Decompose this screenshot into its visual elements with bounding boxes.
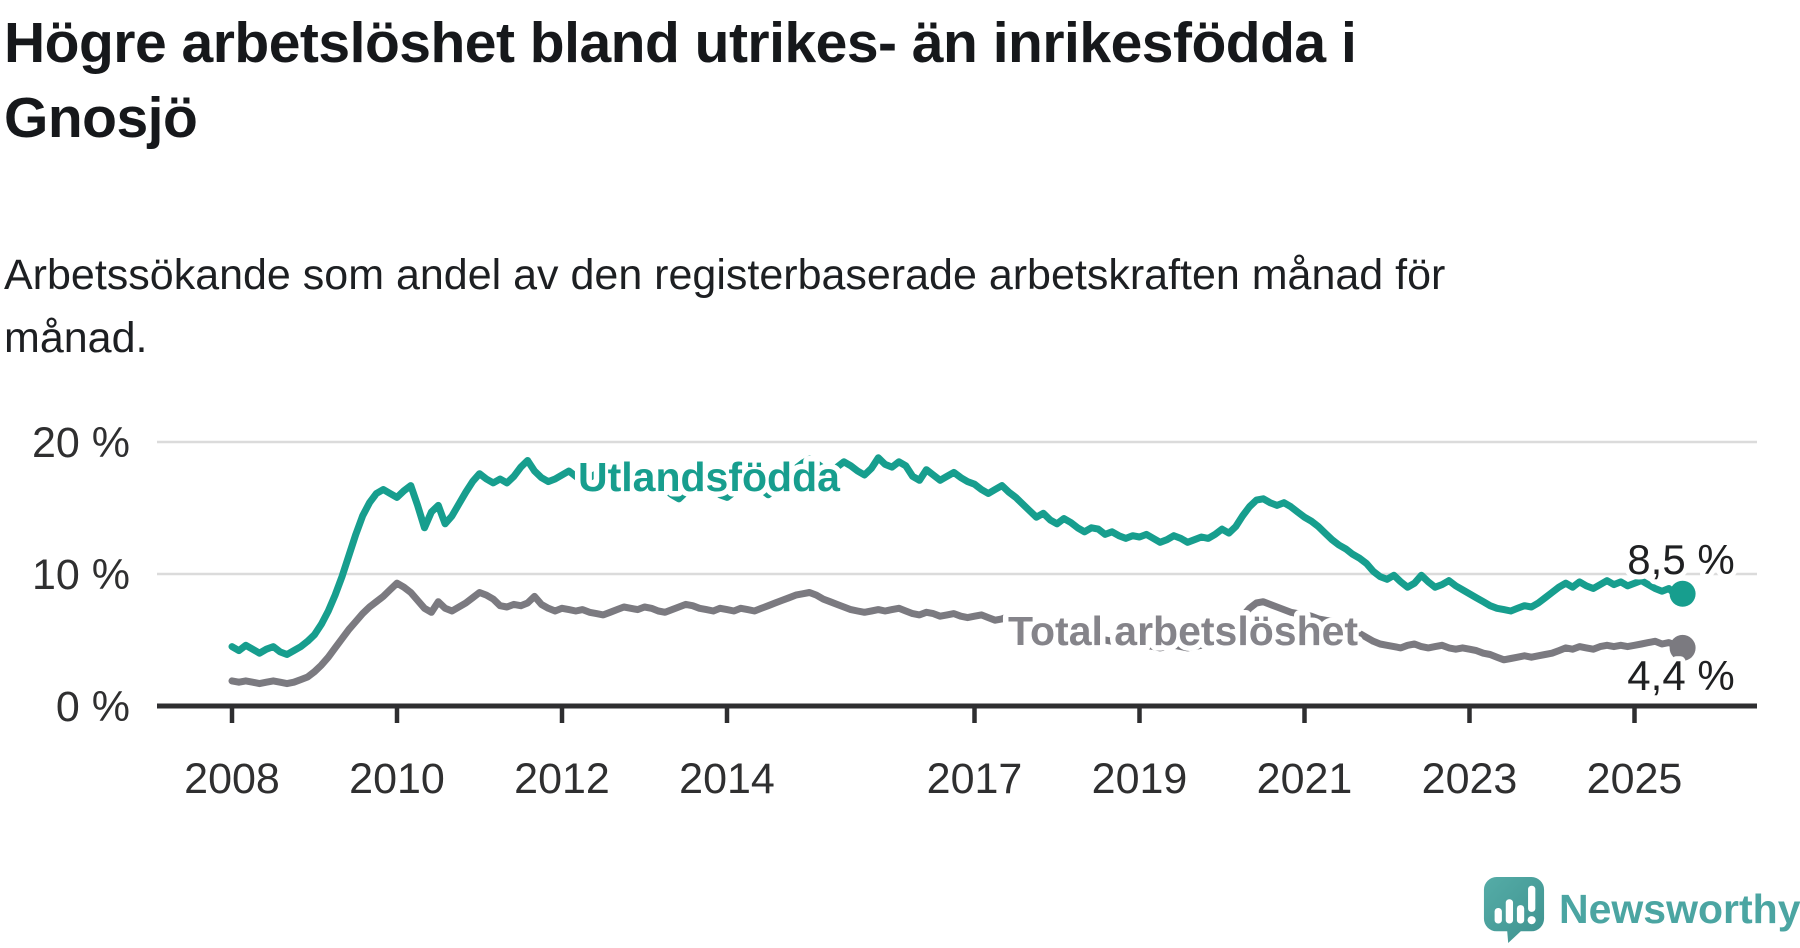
data-series-lines — [228, 454, 1696, 688]
end-value-label-total: 4,4 % — [1627, 652, 1734, 699]
series-line-0 — [228, 454, 1687, 658]
logo-exclamation-bar — [1528, 885, 1536, 912]
x-tick-label-2014: 2014 — [679, 755, 775, 803]
x-axis: 2008 2010 2012 2014 2017 2019 2021 2023 2025 — [157, 703, 1757, 803]
x-tick-label-2017: 2017 — [927, 755, 1023, 803]
newsworthy-logo-icon — [1483, 877, 1545, 943]
logo-exclamation-dot — [1527, 916, 1536, 925]
gridlines — [157, 440, 1757, 576]
x-tick-label-2010: 2010 — [349, 755, 445, 803]
logo-bar-mid — [1516, 905, 1525, 924]
y-tick-label-0: 0 % — [56, 683, 130, 731]
y-axis-labels: 0 % 10 % 20 % — [32, 419, 130, 731]
newsworthy-brand: Newsworthy — [1482, 874, 1800, 944]
y-tick-label-10: 10 % — [32, 551, 130, 599]
end-value-label-utlandsfodda: 8,5 % — [1627, 536, 1734, 583]
brand-name: Newsworthy — [1559, 885, 1800, 932]
x-tick-label-2023: 2023 — [1422, 755, 1518, 803]
x-tick-label-2019: 2019 — [1092, 755, 1188, 803]
chart-subtitle: Arbetssökande som andel av den registerb… — [4, 251, 1446, 362]
x-tick-label-2012: 2012 — [514, 755, 610, 803]
series-label-utlandsfodda: Utlandsfödda — [578, 454, 841, 500]
y-tick-label-20: 20 % — [32, 419, 130, 467]
series-end-dot-1 — [1669, 634, 1696, 661]
x-tick-label-2025: 2025 — [1587, 755, 1683, 803]
x-tick-label-2021: 2021 — [1257, 755, 1353, 803]
series-line-1 — [228, 579, 1687, 688]
logo-bar-short — [1494, 908, 1502, 924]
logo-bar-tall — [1505, 899, 1514, 924]
series-label-total-arbetsloshet: Total arbetslöshet — [1008, 608, 1358, 654]
series-end-dot-0 — [1669, 580, 1696, 607]
page-title: Högre arbetslöshet bland utrikes- än inr… — [4, 11, 1357, 150]
x-tick-label-2008: 2008 — [184, 755, 280, 803]
